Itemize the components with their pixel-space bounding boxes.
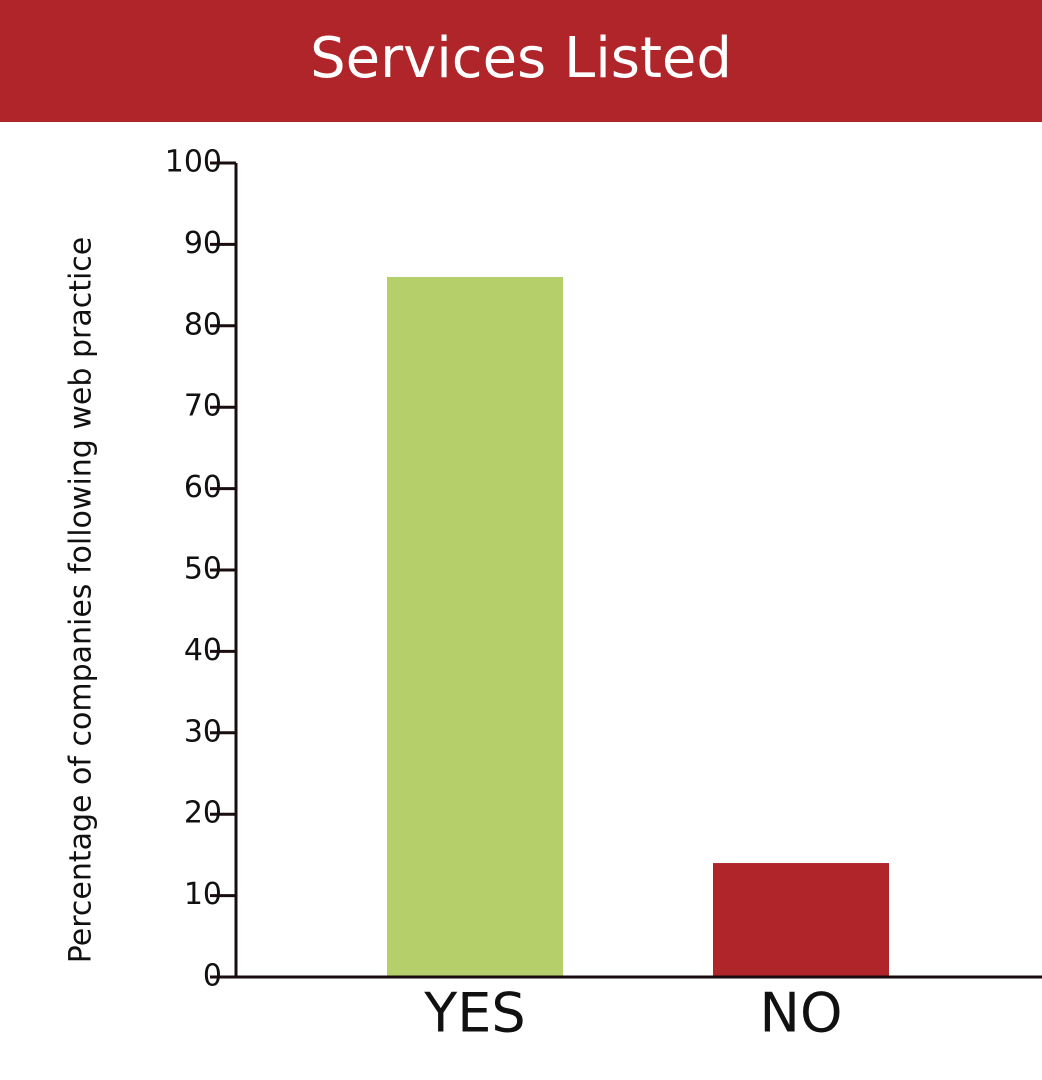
title-banner [0, 0, 1042, 122]
y-axis-label: Percentage of companies following web pr… [64, 237, 99, 964]
chart-title: Services Listed [310, 26, 732, 91]
x-tick-label: YES [423, 982, 525, 1045]
x-tick-label: NO [760, 982, 843, 1045]
bar [387, 276, 563, 978]
bar [713, 863, 889, 977]
